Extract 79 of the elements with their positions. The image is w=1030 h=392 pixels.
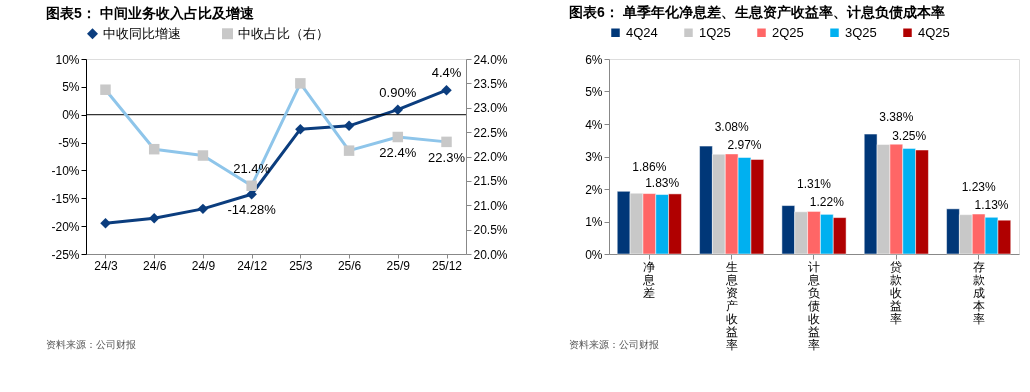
point xyxy=(441,136,452,148)
y-tick-label: -25% xyxy=(51,247,80,262)
data-label: 21.4% xyxy=(233,160,271,176)
x-tick-label: 计息负债收益率 xyxy=(807,259,820,352)
data-label: 1.23% xyxy=(961,180,996,195)
legend-label: 4Q25 xyxy=(918,24,950,40)
point xyxy=(197,150,209,161)
legend-label: 4Q24 xyxy=(626,24,658,40)
point xyxy=(343,145,355,156)
y2-tick-label: 20.5% xyxy=(473,223,508,238)
y-tick-label: 5% xyxy=(62,80,80,95)
legend-label: 3Q25 xyxy=(845,24,877,40)
x-tick-label: 贷款收益率 xyxy=(890,259,903,326)
point xyxy=(441,84,452,96)
y2-tick-label: 21.5% xyxy=(473,174,508,189)
data-label: 22.3% xyxy=(428,149,466,165)
legend-label: 2Q25 xyxy=(772,24,804,40)
text: 资料来源：公司财报 xyxy=(46,339,136,350)
y-tick-label: 4% xyxy=(585,117,603,132)
data-label: 1.31% xyxy=(796,177,832,192)
data-label: 1.22% xyxy=(809,195,845,210)
y-tick-label: -10% xyxy=(51,163,80,178)
data-label: -14.28% xyxy=(227,202,277,218)
point xyxy=(100,218,111,229)
y-tick-label: 3% xyxy=(585,150,603,164)
x-tick-label: 生息资产收益率 xyxy=(724,259,738,352)
data-label: 4.4% xyxy=(431,65,462,81)
y-tick-label: -15% xyxy=(51,191,80,206)
point xyxy=(197,203,209,215)
data-label: 3.38% xyxy=(879,110,914,125)
y-tick-label: 10% xyxy=(55,52,80,67)
point xyxy=(343,120,355,132)
data-label: 1.86% xyxy=(632,159,667,174)
y2-tick-label: 22.0% xyxy=(473,150,508,164)
y-tick-label: -5% xyxy=(58,136,80,151)
data-label: 1.83% xyxy=(645,175,680,190)
x-tick-label: 25/6 xyxy=(337,258,362,273)
point xyxy=(392,131,404,143)
data-label: 2.97% xyxy=(727,138,762,153)
point xyxy=(246,180,257,191)
y2-tick-label: 20.0% xyxy=(473,247,508,262)
x-tick-label: 25/9 xyxy=(386,258,411,273)
point xyxy=(295,78,306,89)
y-tick-label: 1% xyxy=(585,215,603,229)
point xyxy=(392,104,404,115)
x-tick-label: 24/9 xyxy=(191,258,216,273)
point xyxy=(100,84,111,95)
x-tick-label: 存款成本率 xyxy=(972,259,985,326)
data-label: 3.08% xyxy=(714,119,750,134)
legend-label: 中收同比增速 xyxy=(103,25,181,41)
y2-tick-label: 23.0% xyxy=(473,101,508,116)
chart-title: 图表5： 中间业务收入占比及增速 xyxy=(46,5,255,21)
x-tick-label: 净息差 xyxy=(642,259,656,300)
y-tick-label: 2% xyxy=(585,182,603,197)
data-label: 0.90% xyxy=(379,84,417,100)
y2-tick-label: 21.0% xyxy=(473,198,508,213)
data-label: 1.13% xyxy=(974,198,1009,213)
point xyxy=(148,143,160,155)
legend-label: 1Q25 xyxy=(699,24,731,40)
y-tick-label: 0% xyxy=(585,247,603,262)
x-tick-label: 25/12 xyxy=(432,258,463,273)
text: 资料来源：公司财报 xyxy=(569,339,659,350)
y2-tick-label: 22.5% xyxy=(473,125,508,140)
y2-tick-label: 23.5% xyxy=(473,76,508,91)
chart-title: 图表6： 单季年化净息差、生息资产收益率、计息负债成本率 xyxy=(569,4,945,20)
x-tick-label: 25/3 xyxy=(289,258,313,273)
x-tick-label: 24/3 xyxy=(94,258,118,273)
x-tick-label: 24/12 xyxy=(237,258,268,273)
y-tick-label: 6% xyxy=(585,52,603,67)
y-tick-label: 5% xyxy=(585,85,603,99)
point xyxy=(148,213,160,224)
y-tick-label: 0% xyxy=(62,108,80,123)
data-label: 22.4% xyxy=(379,145,417,160)
data-label: 3.25% xyxy=(892,129,927,144)
x-tick-label: 24/6 xyxy=(143,258,167,273)
point xyxy=(295,123,306,135)
y-tick-label: -20% xyxy=(51,219,80,234)
legend-label: 中收占比（右） xyxy=(238,25,329,41)
y2-tick-label: 24.0% xyxy=(473,52,508,67)
